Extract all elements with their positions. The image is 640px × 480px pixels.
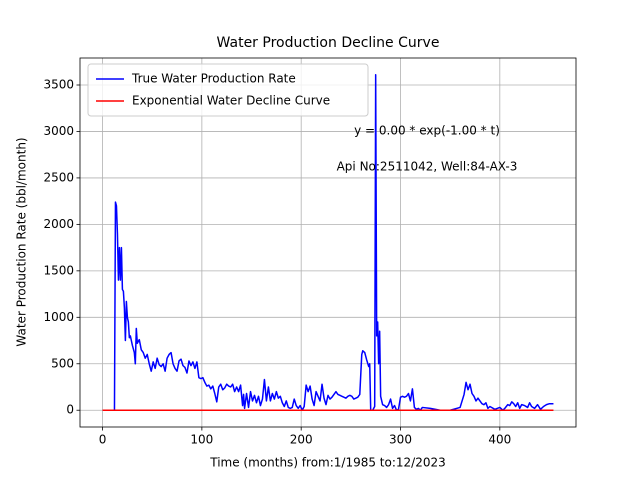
y-tick-label: 500 (51, 356, 74, 370)
x-tick-label: 100 (190, 433, 213, 447)
x-tick-label: 400 (488, 433, 511, 447)
y-tick-label: 2000 (43, 217, 74, 231)
annotation: Api No:2511042, Well:84-AX-3 (337, 160, 518, 174)
legend-box (87, 63, 369, 117)
data-line (102, 74, 554, 411)
x-tick-label: 0 (99, 433, 107, 447)
x-tick-label: 300 (389, 433, 412, 447)
legend-label: Exponential Water Decline Curve (132, 94, 330, 108)
legend-label: True Water Production Rate (131, 72, 296, 86)
y-tick-label: 1500 (43, 263, 74, 277)
y-tick-label: 0 (66, 403, 74, 417)
x-tick-label: 200 (290, 433, 313, 447)
chart-title: Water Production Decline Curve (217, 35, 440, 51)
x-axis-label: Time (months) from:1/1985 to:12/2023 (209, 456, 446, 470)
y-axis-label: Water Production Rate (bbl/month) (15, 137, 29, 346)
y-tick-label: 2500 (43, 170, 74, 184)
legend: True Water Production Rate Exponential Wa… (87, 63, 369, 117)
y-tick-label: 3500 (43, 77, 74, 91)
y-tick-label: 1000 (43, 310, 74, 324)
annotation: y = 0.00 * exp(-1.00 * t) (354, 124, 500, 138)
y-tick-label: 3000 (43, 124, 74, 138)
axes-frame (79, 57, 577, 428)
